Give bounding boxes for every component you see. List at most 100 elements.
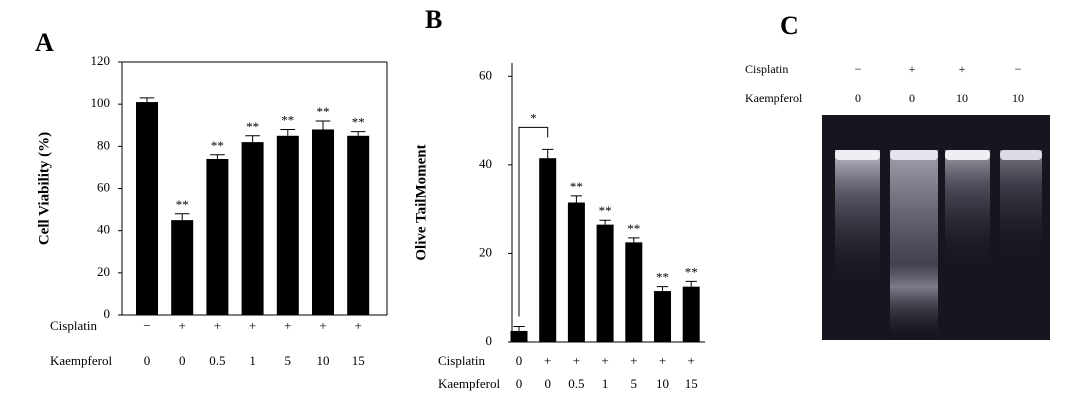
significance-label: ** (685, 264, 698, 279)
panel-label: A (35, 28, 54, 57)
x-tick-label: 1 (602, 376, 609, 391)
bar (539, 158, 557, 342)
y-axis-label: Olive TailMoment (413, 144, 429, 260)
significance-label: * (530, 110, 537, 125)
error-bar (139, 97, 155, 103)
x-tick-label: + (179, 318, 186, 333)
y-tick-label: 100 (91, 95, 111, 110)
bar (136, 102, 158, 315)
x-tick-label: − (143, 318, 150, 333)
row-name: Kaempferol (50, 353, 112, 368)
significance-bracket (518, 126, 549, 317)
bar (654, 291, 671, 342)
x-tick-label: + (601, 353, 608, 368)
y-tick-label: 20 (97, 264, 110, 279)
lane-label: 0 (855, 91, 861, 105)
x-tick-label: 0 (516, 376, 523, 391)
x-tick-label: 0 (179, 353, 186, 368)
error-bar (350, 131, 366, 136)
bar (241, 142, 264, 315)
y-tick-label: 80 (97, 137, 110, 152)
x-tick-label: + (544, 353, 551, 368)
lane-label: − (855, 62, 862, 76)
x-tick-label: 5 (285, 353, 292, 368)
y-tick-label: 40 (479, 156, 492, 171)
row-name: Cisplatin (438, 353, 485, 368)
row-name: Cisplatin (745, 62, 788, 76)
x-tick-label: 10 (656, 376, 669, 391)
error-bar (315, 120, 331, 130)
significance-label: ** (656, 270, 669, 285)
bar (206, 158, 229, 315)
y-tick-label: 0 (486, 333, 493, 348)
y-axis-label: Cell Viability (%) (36, 132, 52, 245)
x-tick-label: 0.5 (209, 353, 225, 368)
error-bar (570, 195, 583, 203)
panel-label: B (425, 5, 442, 34)
lane-label: 10 (1012, 91, 1024, 105)
x-tick-label: 5 (631, 376, 638, 391)
error-bar (513, 326, 525, 331)
error-bar (628, 237, 640, 243)
bar (596, 224, 614, 342)
row-name: Kaempferol (438, 376, 500, 391)
significance-label: ** (176, 197, 189, 212)
significance-label: ** (627, 221, 640, 236)
gel-image (822, 115, 1050, 340)
x-tick-label: 0 (516, 353, 523, 368)
error-bar (542, 148, 554, 159)
x-tick-label: + (355, 318, 362, 333)
significance-label: ** (246, 119, 259, 134)
row-name: Kaempferol (745, 91, 803, 105)
x-tick-label: 15 (685, 376, 698, 391)
x-tick-label: + (573, 353, 580, 368)
significance-label: ** (211, 138, 224, 153)
x-tick-label: 0.5 (568, 376, 584, 391)
significance-label: ** (352, 115, 365, 130)
y-tick-label: 60 (479, 67, 492, 82)
y-tick-label: 0 (104, 306, 111, 321)
x-tick-label: + (688, 353, 695, 368)
significance-label: ** (570, 179, 583, 194)
bar (347, 135, 370, 315)
error-bar (280, 128, 296, 136)
bar (276, 135, 299, 315)
x-tick-label: 15 (352, 353, 365, 368)
significance-label: ** (599, 203, 612, 218)
lane-label: 10 (956, 91, 968, 105)
bar (625, 242, 643, 342)
error-bar (656, 286, 669, 292)
x-tick-label: + (214, 318, 221, 333)
bar (567, 202, 585, 342)
panel-label: C (780, 11, 799, 40)
row-name: Cisplatin (50, 318, 97, 333)
significance-label: ** (317, 104, 330, 119)
significance-label: ** (281, 112, 294, 127)
lane-label: + (959, 62, 966, 76)
error-bar (685, 280, 697, 287)
x-tick-label: + (630, 353, 637, 368)
x-tick-label: 10 (317, 353, 330, 368)
lane-label: − (1015, 62, 1022, 76)
x-tick-label: + (284, 318, 291, 333)
bar (682, 286, 700, 342)
y-tick-label: 20 (479, 244, 492, 259)
lane-label: + (909, 62, 916, 76)
y-tick-label: 60 (97, 179, 110, 194)
y-tick-label: 40 (97, 222, 110, 237)
error-bar (599, 219, 611, 225)
bar (171, 220, 194, 315)
x-tick-label: 0 (144, 353, 151, 368)
lane-label: 0 (909, 91, 915, 105)
x-tick-label: + (249, 318, 256, 333)
error-bar (210, 154, 225, 159)
y-tick-label: 120 (91, 53, 111, 68)
error-bar (245, 135, 260, 143)
x-tick-label: + (319, 318, 326, 333)
x-tick-label: 1 (249, 353, 256, 368)
x-tick-label: 0 (544, 376, 551, 391)
error-bar (174, 213, 190, 221)
x-tick-label: + (659, 353, 666, 368)
bar (510, 330, 528, 342)
